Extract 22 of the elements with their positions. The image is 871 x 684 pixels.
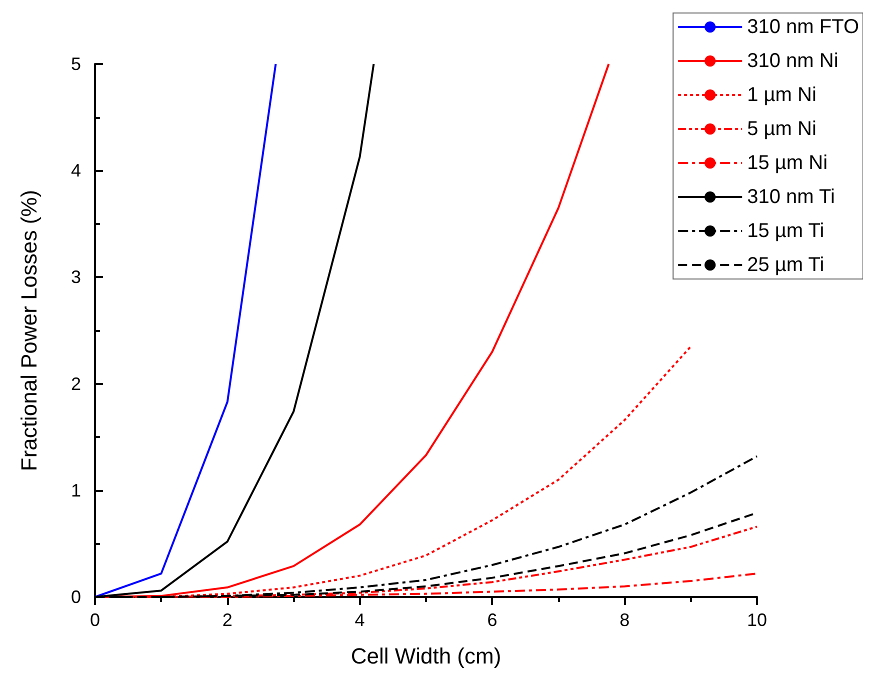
legend-label: 5 µm Ni [747,118,816,140]
x-tick-label: 10 [746,610,768,630]
legend-label: 25 µm Ti [747,254,824,276]
legend-label: 310 nm FTO [747,16,860,38]
legend-label: 310 nm Ti [747,186,835,208]
legend-label: 1 µm Ni [747,84,816,106]
legend-label: 15 µm Ti [747,220,824,242]
y-tick-label: 3 [70,267,81,288]
x-tick-label: 2 [222,610,232,630]
x-tick-label: 0 [90,610,100,630]
legend-label: 310 nm Ni [747,50,838,72]
y-tick-label: 0 [70,587,81,607]
y-axis-title: Fractional Power Losses (%) [16,190,42,472]
x-tick-label: 6 [487,610,498,630]
y-tick-label: 4 [70,160,81,181]
y-tick-label: 5 [70,54,81,74]
legend-label: 15 µm Ni [747,152,828,174]
x-tick-label: 8 [620,610,630,630]
y-tick-label: 1 [70,480,81,500]
x-tick-label: 4 [354,610,365,630]
x-axis-title: Cell Width (cm) [350,644,502,668]
y-tick-label: 2 [70,374,81,394]
